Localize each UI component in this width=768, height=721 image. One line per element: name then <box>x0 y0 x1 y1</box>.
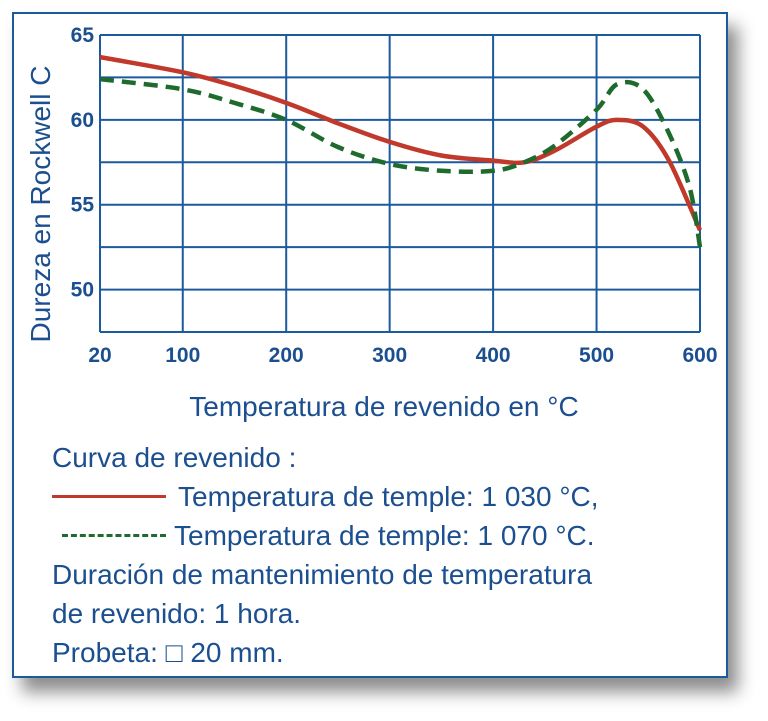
y-tick-label: 60 <box>71 109 94 132</box>
grid-lines <box>99 34 701 333</box>
x-tick-label: 500 <box>579 344 614 367</box>
legend-specimen: Probeta: □ 20 mm. <box>52 637 284 668</box>
x-axis-label: Temperatura de revenido en °C <box>189 391 579 422</box>
solid-red-line-swatch <box>52 495 166 498</box>
legend-entry-1070: Temperatura de temple: 1 070 °C. <box>52 516 599 555</box>
x-tick-label: 200 <box>269 344 304 367</box>
x-tick-label: 600 <box>682 344 717 367</box>
y-tick-labels: 50 55 60 65 <box>71 24 95 302</box>
y-tick-label: 55 <box>71 194 95 217</box>
y-tick-label: 50 <box>71 279 94 302</box>
y-axis-label: Dureza en Rockwell C <box>25 66 56 343</box>
series-line-1070 <box>99 76 703 248</box>
x-tick-label: 400 <box>476 344 511 367</box>
hardness-chart: 50 55 60 65 20 100 200 300 400 500 600 Dureza en … <box>25 24 718 367</box>
legend-entry-1030: Temperatura de temple: 1 030 °C, <box>52 477 599 516</box>
series-lines <box>99 54 703 248</box>
x-tick-labels: 20 100 200 300 400 500 600 <box>88 344 717 367</box>
x-tick-label: 100 <box>165 344 200 367</box>
y-tick-label: 65 <box>71 24 95 47</box>
x-tick-label: 20 <box>88 344 111 367</box>
legend-duration-2: de revenido: 1 hora. <box>52 598 302 629</box>
series-line-1030 <box>99 54 703 232</box>
legend-label-1030: Temperatura de temple: 1 030 °C, <box>178 481 599 512</box>
dashed-green-line-swatch <box>62 534 166 537</box>
legend: Curva de revenido : Temperatura de templ… <box>52 438 599 672</box>
legend-duration-1: Duración de mantenimiento de temperatura <box>52 559 593 590</box>
legend-label-1070: Temperatura de temple: 1 070 °C. <box>174 520 595 551</box>
x-tick-label: 300 <box>372 344 407 367</box>
chart-card: 50 55 60 65 20 100 200 300 400 500 600 Dureza en … <box>12 12 728 678</box>
legend-title: Curva de revenido : <box>52 442 297 473</box>
